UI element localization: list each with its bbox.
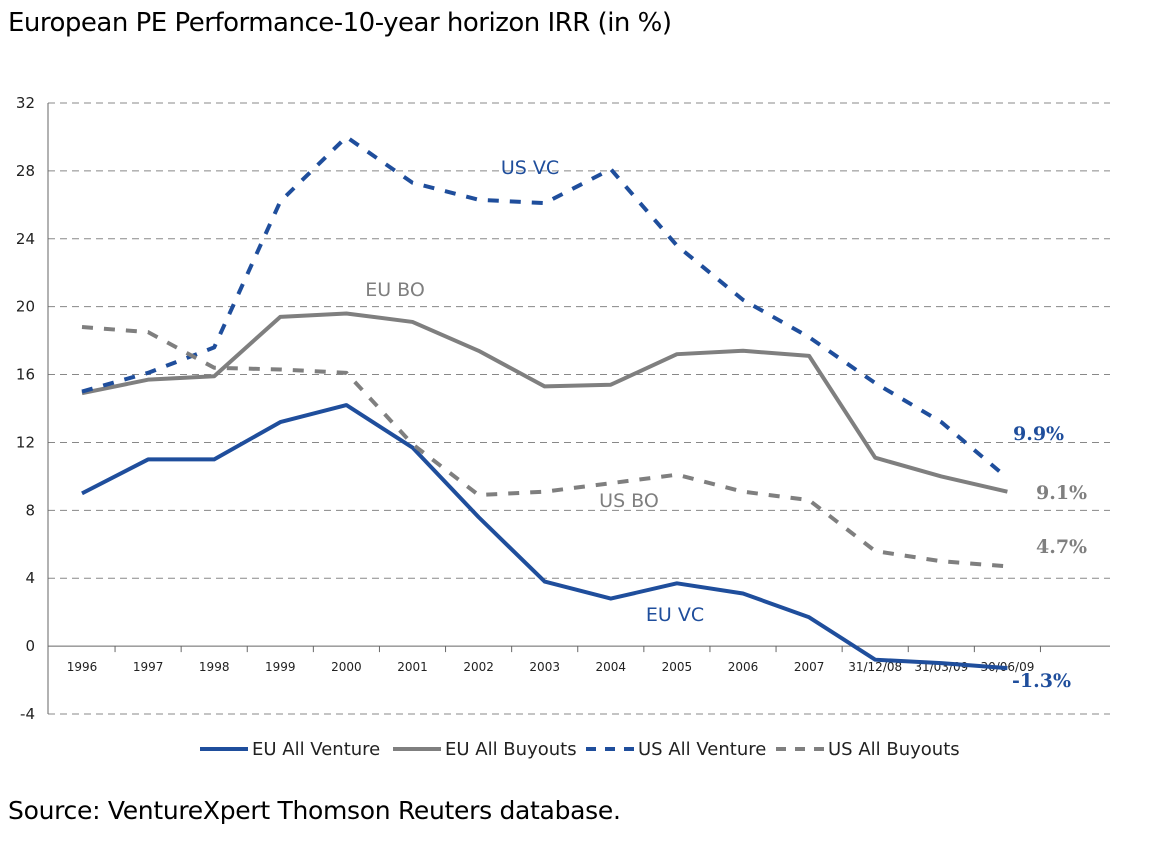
annotation-us-bo: US BO: [599, 490, 659, 512]
end-label-4-7-: 4.7%: [1036, 536, 1087, 558]
x-tick-label: 2001: [397, 660, 428, 674]
series-annotations: US VC EU BO US BO EU VC: [365, 157, 704, 626]
y-tick-label: 28: [16, 162, 35, 180]
x-tick-label: 2003: [529, 660, 560, 674]
legend-label-eu-all-venture: EU All Venture: [252, 739, 380, 760]
x-tick-label: 2000: [331, 660, 362, 674]
series-line-us-all-buyouts: [81, 325, 1008, 569]
x-tick-label: 2006: [728, 660, 759, 674]
y-tick-label: 4: [25, 569, 35, 587]
y-tick-label: 16: [16, 366, 35, 384]
chart-title: European PE Performance-10-year horizon …: [8, 8, 672, 38]
x-tick-label: 1998: [199, 660, 230, 674]
end-label-9-9-: 9.9%: [1013, 423, 1064, 445]
source-note: Source: VentureXpert Thomson Reuters dat…: [8, 796, 621, 825]
y-tick-label: 24: [16, 230, 35, 248]
end-value-labels: 9.9% 9.1% 4.7% -1.3%: [1012, 423, 1087, 692]
x-tick-label: 1996: [67, 660, 98, 674]
axes: [47, 103, 1110, 714]
x-tick-label: 1997: [133, 660, 164, 674]
y-tick-label: 8: [25, 501, 35, 519]
line-chart: -4 0 4 8 12 16 20 24 28 32 1996 1997 1998 1999 2000 20…: [16, 94, 1110, 760]
x-tick-label: 2005: [662, 660, 693, 674]
x-tick-label: 2007: [794, 660, 825, 674]
series-line-eu-all-buyouts: [81, 311, 1008, 494]
series-line-eu-all-venture: [81, 403, 1008, 671]
y-tick-label: -4: [20, 705, 35, 723]
series-lines: [81, 134, 1009, 671]
annotation-eu-bo: EU BO: [365, 279, 425, 301]
y-tick-label: 20: [16, 298, 35, 316]
y-tick-label: 32: [16, 94, 35, 112]
legend-label-us-all-buyouts: US All Buyouts: [828, 739, 960, 760]
legend: EU All Venture EU All Buyouts US All Ventu…: [200, 739, 960, 760]
annotation-eu-vc: EU VC: [646, 604, 704, 626]
annotation-us-vc: US VC: [501, 157, 559, 179]
x-tick-label: 2004: [596, 660, 627, 674]
grid-lines: [48, 102, 1110, 715]
legend-label-us-all-venture: US All Venture: [638, 739, 766, 760]
series-line-us-all-venture: [81, 134, 1009, 480]
y-tick-label: 12: [16, 433, 35, 451]
legend-label-eu-all-buyouts: EU All Buyouts: [445, 739, 577, 760]
y-tick-label: 0: [25, 637, 35, 655]
end-label-9-1-: 9.1%: [1036, 482, 1087, 504]
x-tick-label: 1999: [265, 660, 296, 674]
x-tick-labels: 1996 1997 1998 1999 2000 2001 2002 2003 2004 2005…: [67, 660, 1035, 674]
x-tick-label: 2002: [463, 660, 494, 674]
x-tick-label: 31/12/08: [848, 660, 902, 674]
end-label--1-3-: -1.3%: [1012, 670, 1071, 692]
y-tick-labels: -4 0 4 8 12 16 20 24 28 32: [16, 94, 35, 723]
